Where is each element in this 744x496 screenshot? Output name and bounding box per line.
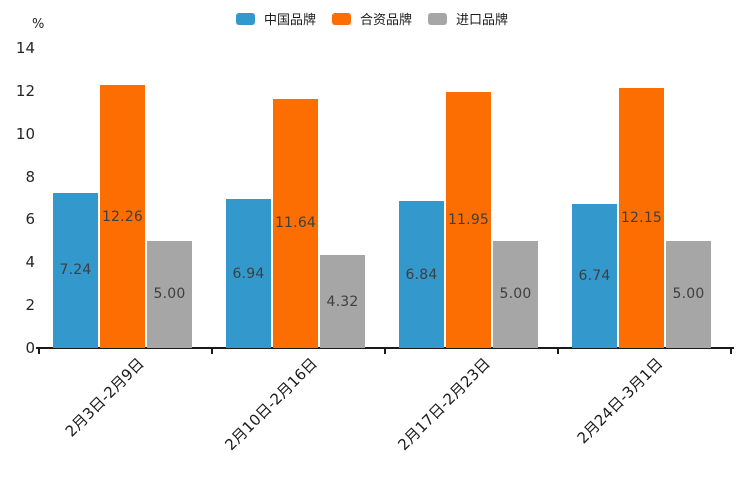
legend-label: 中国品牌 (263, 13, 316, 28)
bar-合资品牌-2: 11.64 (273, 98, 318, 348)
bar-value-label: 5.00 (672, 286, 705, 303)
bar-中国品牌-1: 7.24 (53, 192, 98, 348)
y-tick-label: 12 (15, 81, 35, 100)
y-tick-label: 0 (25, 339, 35, 357)
x-category-label-text: 2月3日-2月9日 (61, 354, 148, 441)
bar-进口品牌-2: 4.32 (320, 255, 365, 348)
bar-进口品牌-1: 5.00 (147, 240, 192, 348)
bar-合资品牌-3: 11.95 (446, 91, 491, 348)
legend-label: 合资品牌 (359, 13, 412, 28)
x-axis-tick (211, 348, 213, 354)
legend-swatch (428, 12, 447, 25)
y-tick-label: 2 (25, 296, 35, 315)
x-axis-tick (384, 348, 386, 354)
y-tick-label: 14 (15, 39, 35, 57)
bar-进口品牌-4: 5.00 (666, 240, 711, 348)
x-axis-tick (38, 348, 40, 354)
x-category-label-text: 2月10日-2月16日 (221, 354, 321, 454)
legend-swatch (235, 12, 255, 25)
bar-中国品牌-2: 6.94 (226, 199, 271, 348)
bar-value-label: 5.00 (499, 286, 532, 303)
legend-item-中国品牌: 中国品牌 (235, 9, 316, 28)
x-axis-tick (557, 348, 559, 354)
bar-中国品牌-3: 6.84 (399, 201, 444, 348)
legend-label: 进口品牌 (456, 13, 509, 28)
bar-合资品牌-4: 12.15 (619, 87, 664, 348)
x-category-label-text: 2月24日-3月1日 (573, 354, 667, 448)
bar-value-label: 6.84 (405, 266, 438, 283)
bar-value-label: 7.24 (59, 262, 92, 279)
y-axis-unit-label: % (32, 17, 45, 32)
y-tick-label: 8 (25, 167, 35, 186)
x-axis-tick (730, 348, 732, 354)
bar-value-label: 12.26 (101, 208, 144, 225)
bar-value-label: 11.95 (447, 211, 490, 228)
y-tick-label: 10 (15, 124, 35, 143)
chart-legend: 中国品牌 合资品牌 进口品牌 (0, 9, 744, 28)
bar-value-label: 11.64 (274, 215, 317, 232)
bar-value-label: 6.74 (578, 267, 611, 284)
legend-item-合资品牌: 合资品牌 (331, 9, 412, 28)
bar-value-label: 5.00 (153, 286, 186, 303)
bar-value-label: 12.15 (620, 209, 663, 226)
y-tick-label: 6 (25, 210, 35, 229)
y-tick-label: 4 (25, 253, 35, 272)
legend-item-进口品牌: 进口品牌 (428, 9, 508, 28)
bar-value-label: 4.32 (326, 293, 359, 310)
bar-合资品牌-1: 12.26 (100, 85, 145, 348)
legend-swatch (331, 12, 351, 25)
bar-value-label: 6.94 (232, 265, 265, 282)
bar-进口品牌-3: 5.00 (493, 240, 538, 348)
bar-中国品牌-4: 6.74 (572, 203, 617, 348)
x-category-label-text: 2月17日-2月23日 (394, 354, 494, 454)
